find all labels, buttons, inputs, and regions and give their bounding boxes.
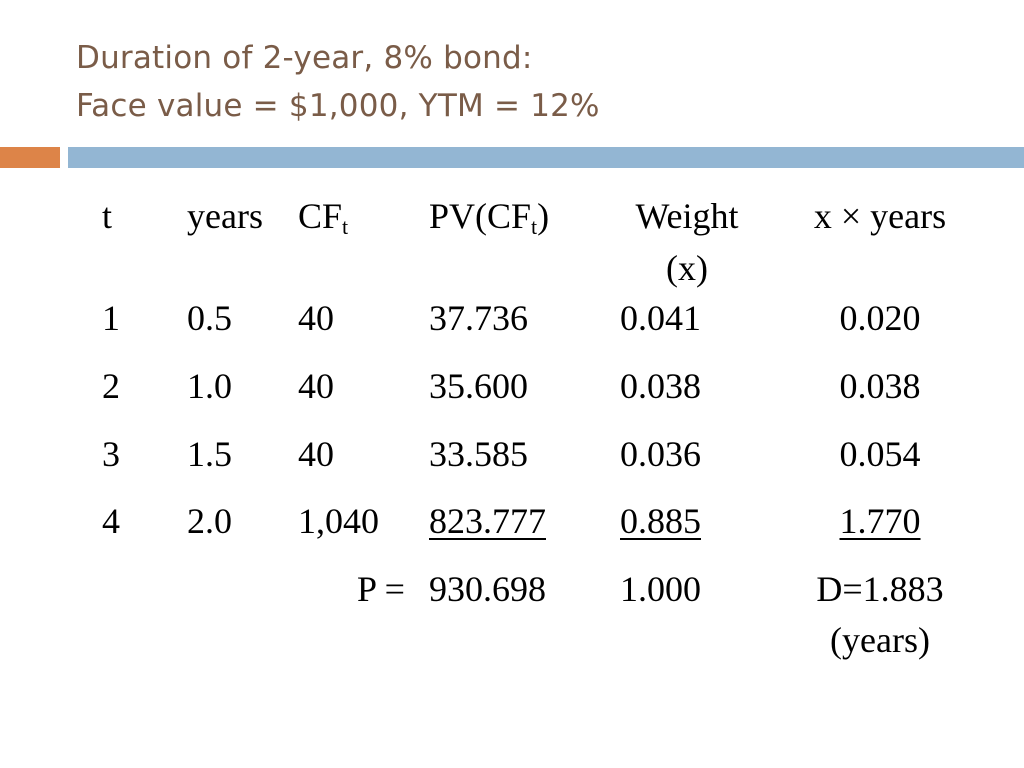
- header-cf-main: CF: [298, 196, 343, 236]
- header-weight-line-2: (x): [666, 248, 708, 288]
- row-4-x-times-years-wrap: 1.770: [790, 501, 970, 541]
- header-x-times-years: x × years: [813, 196, 947, 236]
- header-weight-line-1: Weight: [635, 196, 739, 236]
- total-pv: 930.698: [429, 569, 546, 609]
- row-3-weight: 0.036: [620, 434, 701, 474]
- row-2-x-times-years: 0.038: [839, 366, 921, 406]
- total-weight: 1.000: [620, 569, 701, 609]
- row-1-weight: 0.041: [620, 298, 701, 338]
- row-2-t: 2: [102, 366, 120, 406]
- row-4-x-times-years: 1.770: [839, 501, 921, 541]
- header-cf-subscript: t: [342, 214, 349, 239]
- accent-bar-blue: [68, 147, 1024, 168]
- row-2-years: 1.0: [187, 366, 232, 406]
- slide-title: Duration of 2-year, 8% bond: Face value …: [76, 34, 600, 130]
- row-1-years: 0.5: [187, 298, 232, 338]
- row-3-pv: 33.585: [429, 434, 528, 474]
- header-pv-open: PV(CF: [429, 196, 532, 236]
- duration-value: D=1.883: [816, 569, 944, 609]
- total-price-label: P =: [357, 569, 405, 609]
- row-2-cf: 40: [298, 366, 334, 406]
- row-3-x-times-years: 0.054: [839, 434, 921, 474]
- row-4-weight: 0.885: [620, 501, 701, 541]
- row-2-weight: 0.038: [620, 366, 701, 406]
- row-4-years: 2.0: [187, 501, 232, 541]
- row-4-pv: 823.777: [429, 501, 546, 541]
- title-line-1: Duration of 2-year, 8% bond:: [76, 40, 533, 76]
- row-1-pv: 37.736: [429, 298, 528, 338]
- row-1-x-times-years: 0.020: [839, 298, 921, 338]
- duration-unit: (years): [830, 620, 930, 660]
- header-years: years: [187, 196, 263, 236]
- title-line-2: Face value = $1,000, YTM = 12%: [76, 88, 600, 124]
- row-2-pv: 35.600: [429, 366, 528, 406]
- row-3-t: 3: [102, 434, 120, 474]
- row-1-t: 1: [102, 298, 120, 338]
- header-cf: CFt: [298, 196, 349, 239]
- header-pv-close: ): [537, 196, 550, 236]
- header-pv: PV(CFt): [429, 196, 550, 239]
- accent-bar-orange: [0, 147, 60, 168]
- row-4-cf: 1,040: [298, 501, 379, 541]
- row-1-cf: 40: [298, 298, 334, 338]
- row-3-years: 1.5: [187, 434, 232, 474]
- row-4-t: 4: [102, 501, 120, 541]
- header-t: t: [102, 196, 113, 236]
- row-3-cf: 40: [298, 434, 334, 474]
- header-pv-subscript: t: [531, 214, 538, 239]
